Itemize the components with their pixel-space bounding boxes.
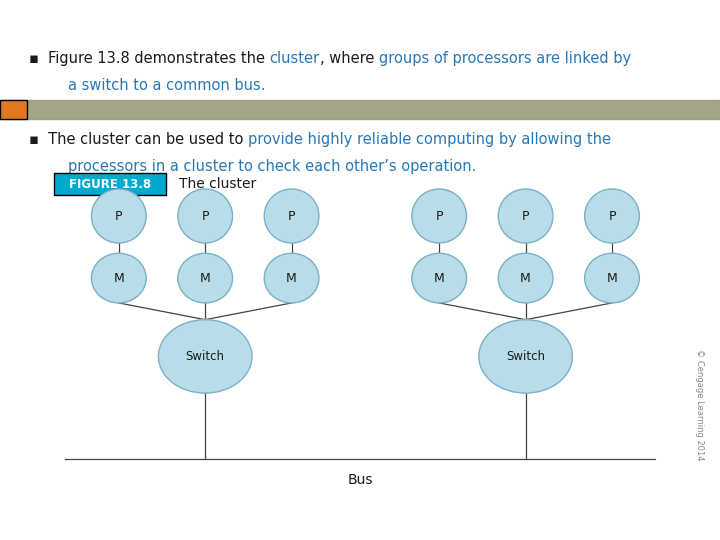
Text: P: P (115, 210, 122, 222)
Text: ▪  Figure 13.8 demonstrates the: ▪ Figure 13.8 demonstrates the (29, 51, 269, 66)
Ellipse shape (479, 320, 572, 393)
Text: The cluster: The cluster (179, 177, 256, 191)
Text: P: P (288, 210, 295, 222)
Ellipse shape (585, 189, 639, 243)
Ellipse shape (264, 189, 319, 243)
Ellipse shape (91, 253, 146, 303)
Text: M: M (287, 272, 297, 285)
Ellipse shape (412, 253, 467, 303)
Ellipse shape (178, 189, 233, 243)
Bar (0, 100, 720, 119)
Text: P: P (436, 210, 443, 222)
Ellipse shape (498, 189, 553, 243)
Text: provide highly reliable computing by allowing the: provide highly reliable computing by all… (248, 132, 611, 147)
Text: M: M (521, 272, 531, 285)
Text: P: P (608, 210, 616, 222)
Text: P: P (522, 210, 529, 222)
Text: groups of processors are linked by: groups of processors are linked by (379, 51, 631, 66)
Text: , where: , where (320, 51, 379, 66)
FancyBboxPatch shape (54, 173, 166, 195)
Text: M: M (607, 272, 617, 285)
Text: FIGURE 13.8: FIGURE 13.8 (68, 178, 151, 191)
Text: P: P (202, 210, 209, 222)
Text: processors in a cluster to check each other’s operation.: processors in a cluster to check each ot… (68, 159, 477, 174)
Text: Bus: Bus (347, 472, 373, 487)
Text: © Cengage Learning 2014: © Cengage Learning 2014 (696, 349, 704, 461)
FancyBboxPatch shape (0, 100, 27, 119)
Ellipse shape (498, 253, 553, 303)
Ellipse shape (412, 189, 467, 243)
Text: M: M (200, 272, 210, 285)
Ellipse shape (585, 253, 639, 303)
Ellipse shape (158, 320, 252, 393)
Text: a switch to a common bus.: a switch to a common bus. (68, 78, 266, 93)
Text: ▪  The cluster can be used to: ▪ The cluster can be used to (29, 132, 248, 147)
Ellipse shape (264, 253, 319, 303)
Ellipse shape (91, 189, 146, 243)
Text: M: M (114, 272, 124, 285)
Text: Switch: Switch (186, 350, 225, 363)
Text: M: M (434, 272, 444, 285)
Text: cluster: cluster (269, 51, 320, 66)
Ellipse shape (178, 253, 233, 303)
Text: Switch: Switch (506, 350, 545, 363)
